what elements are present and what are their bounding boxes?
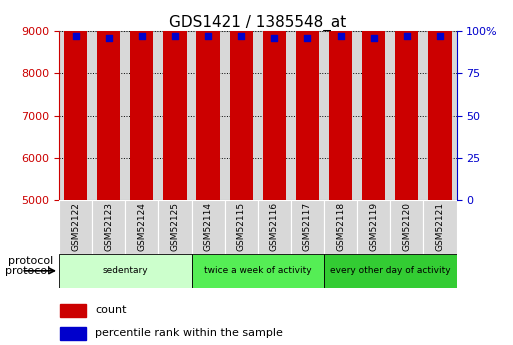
Text: protocol: protocol <box>8 256 53 266</box>
Bar <box>125 31 159 200</box>
Bar <box>362 0 385 200</box>
Text: twice a week of activity: twice a week of activity <box>204 266 311 275</box>
Bar <box>428 0 451 200</box>
Bar <box>329 0 352 200</box>
Bar <box>423 200 457 254</box>
Point <box>403 33 411 39</box>
Bar <box>357 200 390 254</box>
Bar <box>60 327 86 340</box>
Text: GSM52125: GSM52125 <box>170 202 180 252</box>
Bar <box>390 200 423 254</box>
Bar <box>324 31 357 200</box>
Bar <box>324 200 357 254</box>
Text: GSM52119: GSM52119 <box>369 202 378 252</box>
Point <box>237 33 245 39</box>
Bar <box>130 0 153 200</box>
Point <box>137 33 146 39</box>
Bar <box>60 304 86 317</box>
Text: GSM52116: GSM52116 <box>270 202 279 252</box>
Bar <box>64 0 87 200</box>
Bar <box>324 254 457 288</box>
Bar <box>159 31 191 200</box>
Bar <box>263 0 286 200</box>
Point <box>303 35 311 41</box>
Text: GSM52124: GSM52124 <box>137 203 146 251</box>
Bar <box>191 254 324 288</box>
Point <box>370 35 378 41</box>
Text: protocol: protocol <box>5 266 50 276</box>
Text: GSM52122: GSM52122 <box>71 203 80 251</box>
Bar <box>191 200 225 254</box>
Bar <box>59 254 191 288</box>
Bar <box>230 0 253 200</box>
Bar <box>258 200 291 254</box>
Bar <box>163 0 187 200</box>
Bar <box>59 200 92 254</box>
Bar <box>59 31 92 200</box>
Title: GDS1421 / 1385548_at: GDS1421 / 1385548_at <box>169 15 346 31</box>
Bar <box>396 0 419 200</box>
Text: GSM52123: GSM52123 <box>104 202 113 252</box>
Bar <box>92 31 125 200</box>
Point <box>337 33 345 39</box>
Bar <box>225 200 258 254</box>
Point <box>71 33 80 39</box>
Bar <box>191 31 225 200</box>
Point <box>270 35 279 41</box>
Bar <box>291 31 324 200</box>
Text: sedentary: sedentary <box>103 266 148 275</box>
Point <box>171 33 179 39</box>
Bar <box>125 200 159 254</box>
Text: every other day of activity: every other day of activity <box>330 266 450 275</box>
Bar <box>196 0 220 200</box>
Bar <box>357 31 390 200</box>
Bar <box>291 200 324 254</box>
Bar <box>97 0 120 200</box>
Bar <box>423 31 457 200</box>
Bar <box>296 0 319 200</box>
Point <box>105 35 113 41</box>
Text: GSM52120: GSM52120 <box>402 202 411 252</box>
Bar <box>390 31 423 200</box>
Bar <box>258 31 291 200</box>
Point <box>204 33 212 39</box>
Text: GSM52117: GSM52117 <box>303 202 312 252</box>
Point <box>436 33 444 39</box>
Bar <box>159 200 191 254</box>
Bar <box>225 31 258 200</box>
Text: GSM52115: GSM52115 <box>236 202 246 252</box>
Text: GSM52121: GSM52121 <box>436 202 444 252</box>
Text: GSM52114: GSM52114 <box>204 202 212 252</box>
Text: count: count <box>95 305 126 315</box>
Text: GSM52118: GSM52118 <box>336 202 345 252</box>
Bar <box>92 200 125 254</box>
Text: percentile rank within the sample: percentile rank within the sample <box>95 328 283 338</box>
